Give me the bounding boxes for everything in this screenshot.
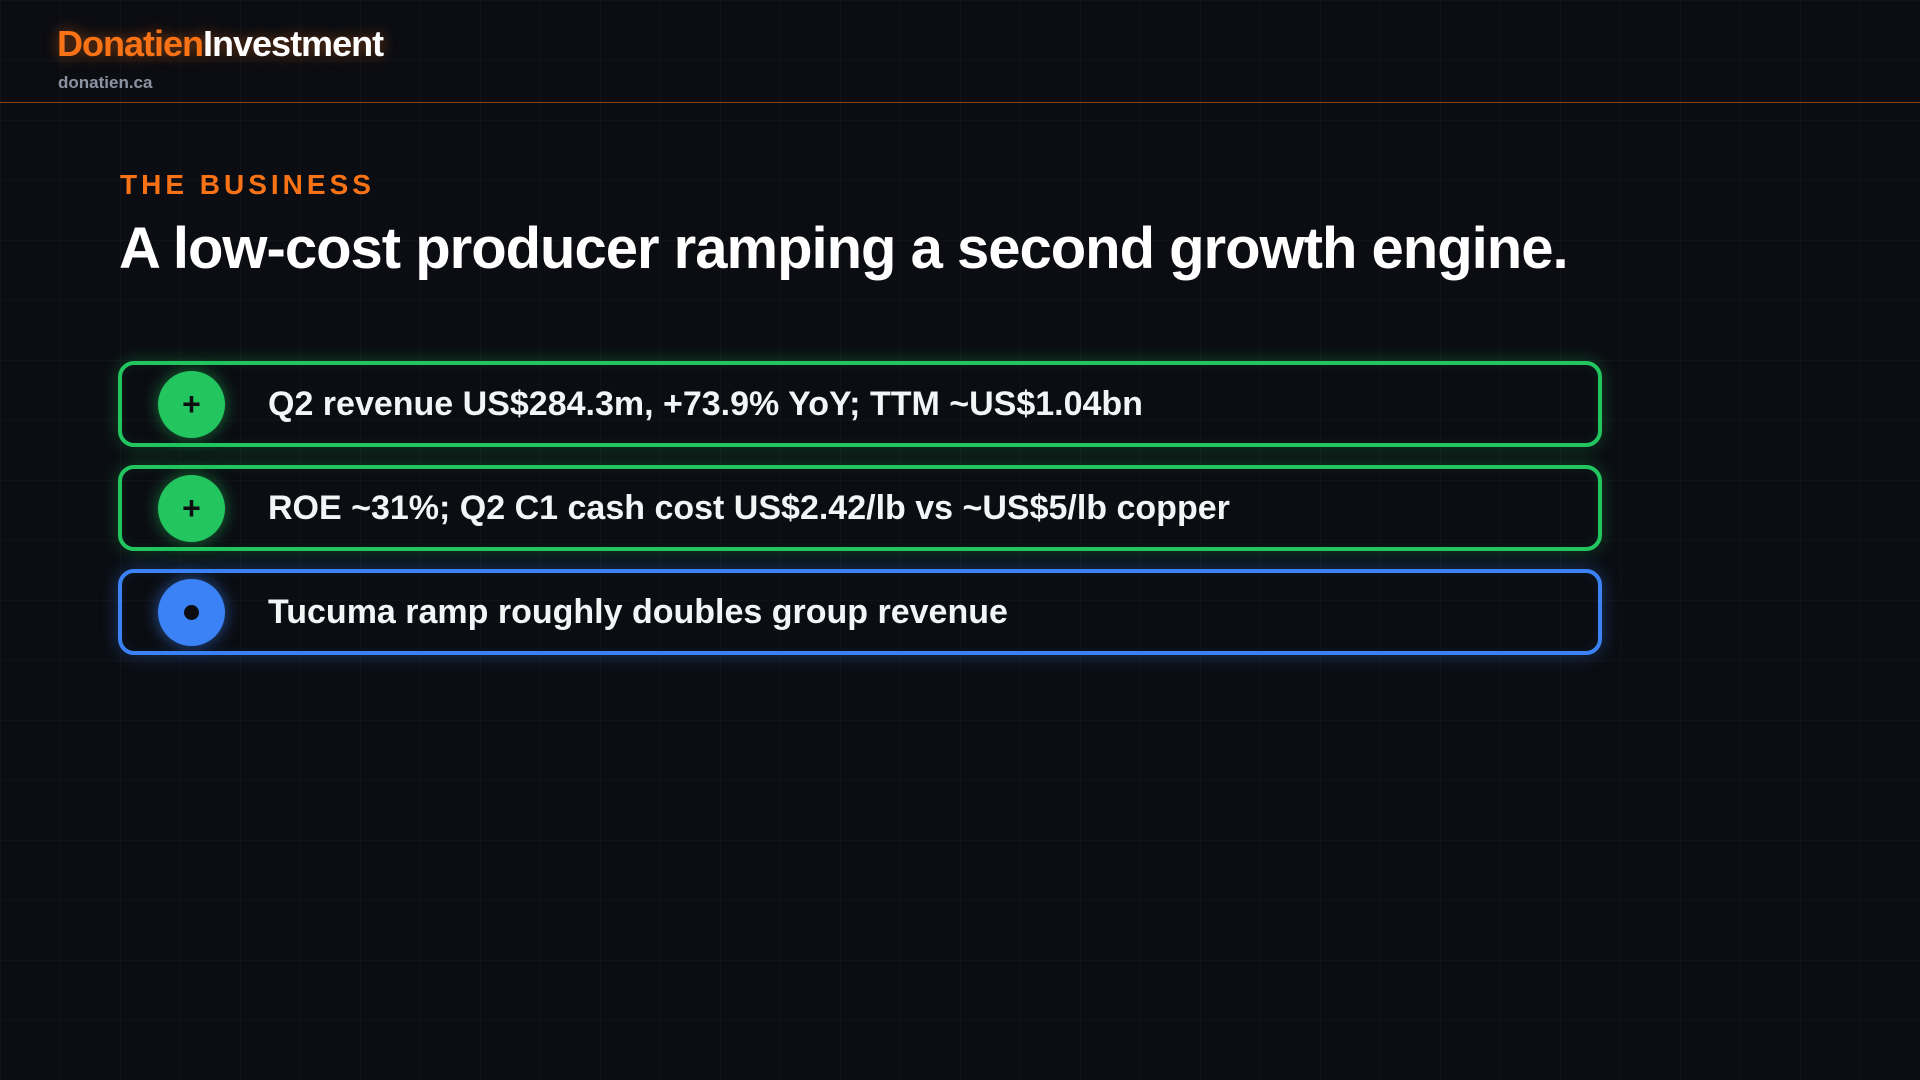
plus-icon: + [158, 475, 225, 542]
dot-icon-center [184, 605, 199, 620]
page-title: A low-cost producer ramping a second gro… [119, 216, 1569, 281]
brand-name-secondary: Investment [203, 23, 384, 64]
highlight-text: ROE ~31%; Q2 C1 cash cost US$2.42/lb vs … [268, 489, 1230, 527]
plus-icon: + [158, 371, 225, 438]
dot-icon [158, 579, 225, 646]
highlight-text: Q2 revenue US$284.3m, +73.9% YoY; TTM ~U… [268, 385, 1143, 423]
brand-name-primary: Donatien [57, 23, 204, 64]
highlight-card-tucuma: Tucuma ramp roughly doubles group revenu… [118, 569, 1602, 655]
highlight-card-roe: + ROE ~31%; Q2 C1 cash cost US$2.42/lb v… [118, 465, 1602, 551]
highlight-card-revenue: + Q2 revenue US$284.3m, +73.9% YoY; TTM … [118, 361, 1602, 447]
highlight-list: + Q2 revenue US$284.3m, +73.9% YoY; TTM … [118, 361, 1602, 673]
header-bar: DonatienInvestment donatien.ca [0, 0, 1920, 103]
section-eyebrow: THE BUSINESS [120, 169, 375, 200]
highlight-text: Tucuma ramp roughly doubles group revenu… [268, 593, 1008, 631]
brand-logo[interactable]: DonatienInvestment [57, 22, 384, 66]
site-url: donatien.ca [58, 73, 153, 92]
